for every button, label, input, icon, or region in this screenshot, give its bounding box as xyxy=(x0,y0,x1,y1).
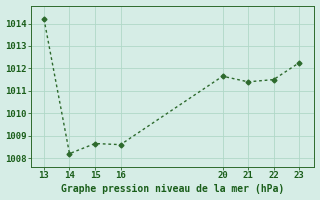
X-axis label: Graphe pression niveau de la mer (hPa): Graphe pression niveau de la mer (hPa) xyxy=(61,184,284,194)
